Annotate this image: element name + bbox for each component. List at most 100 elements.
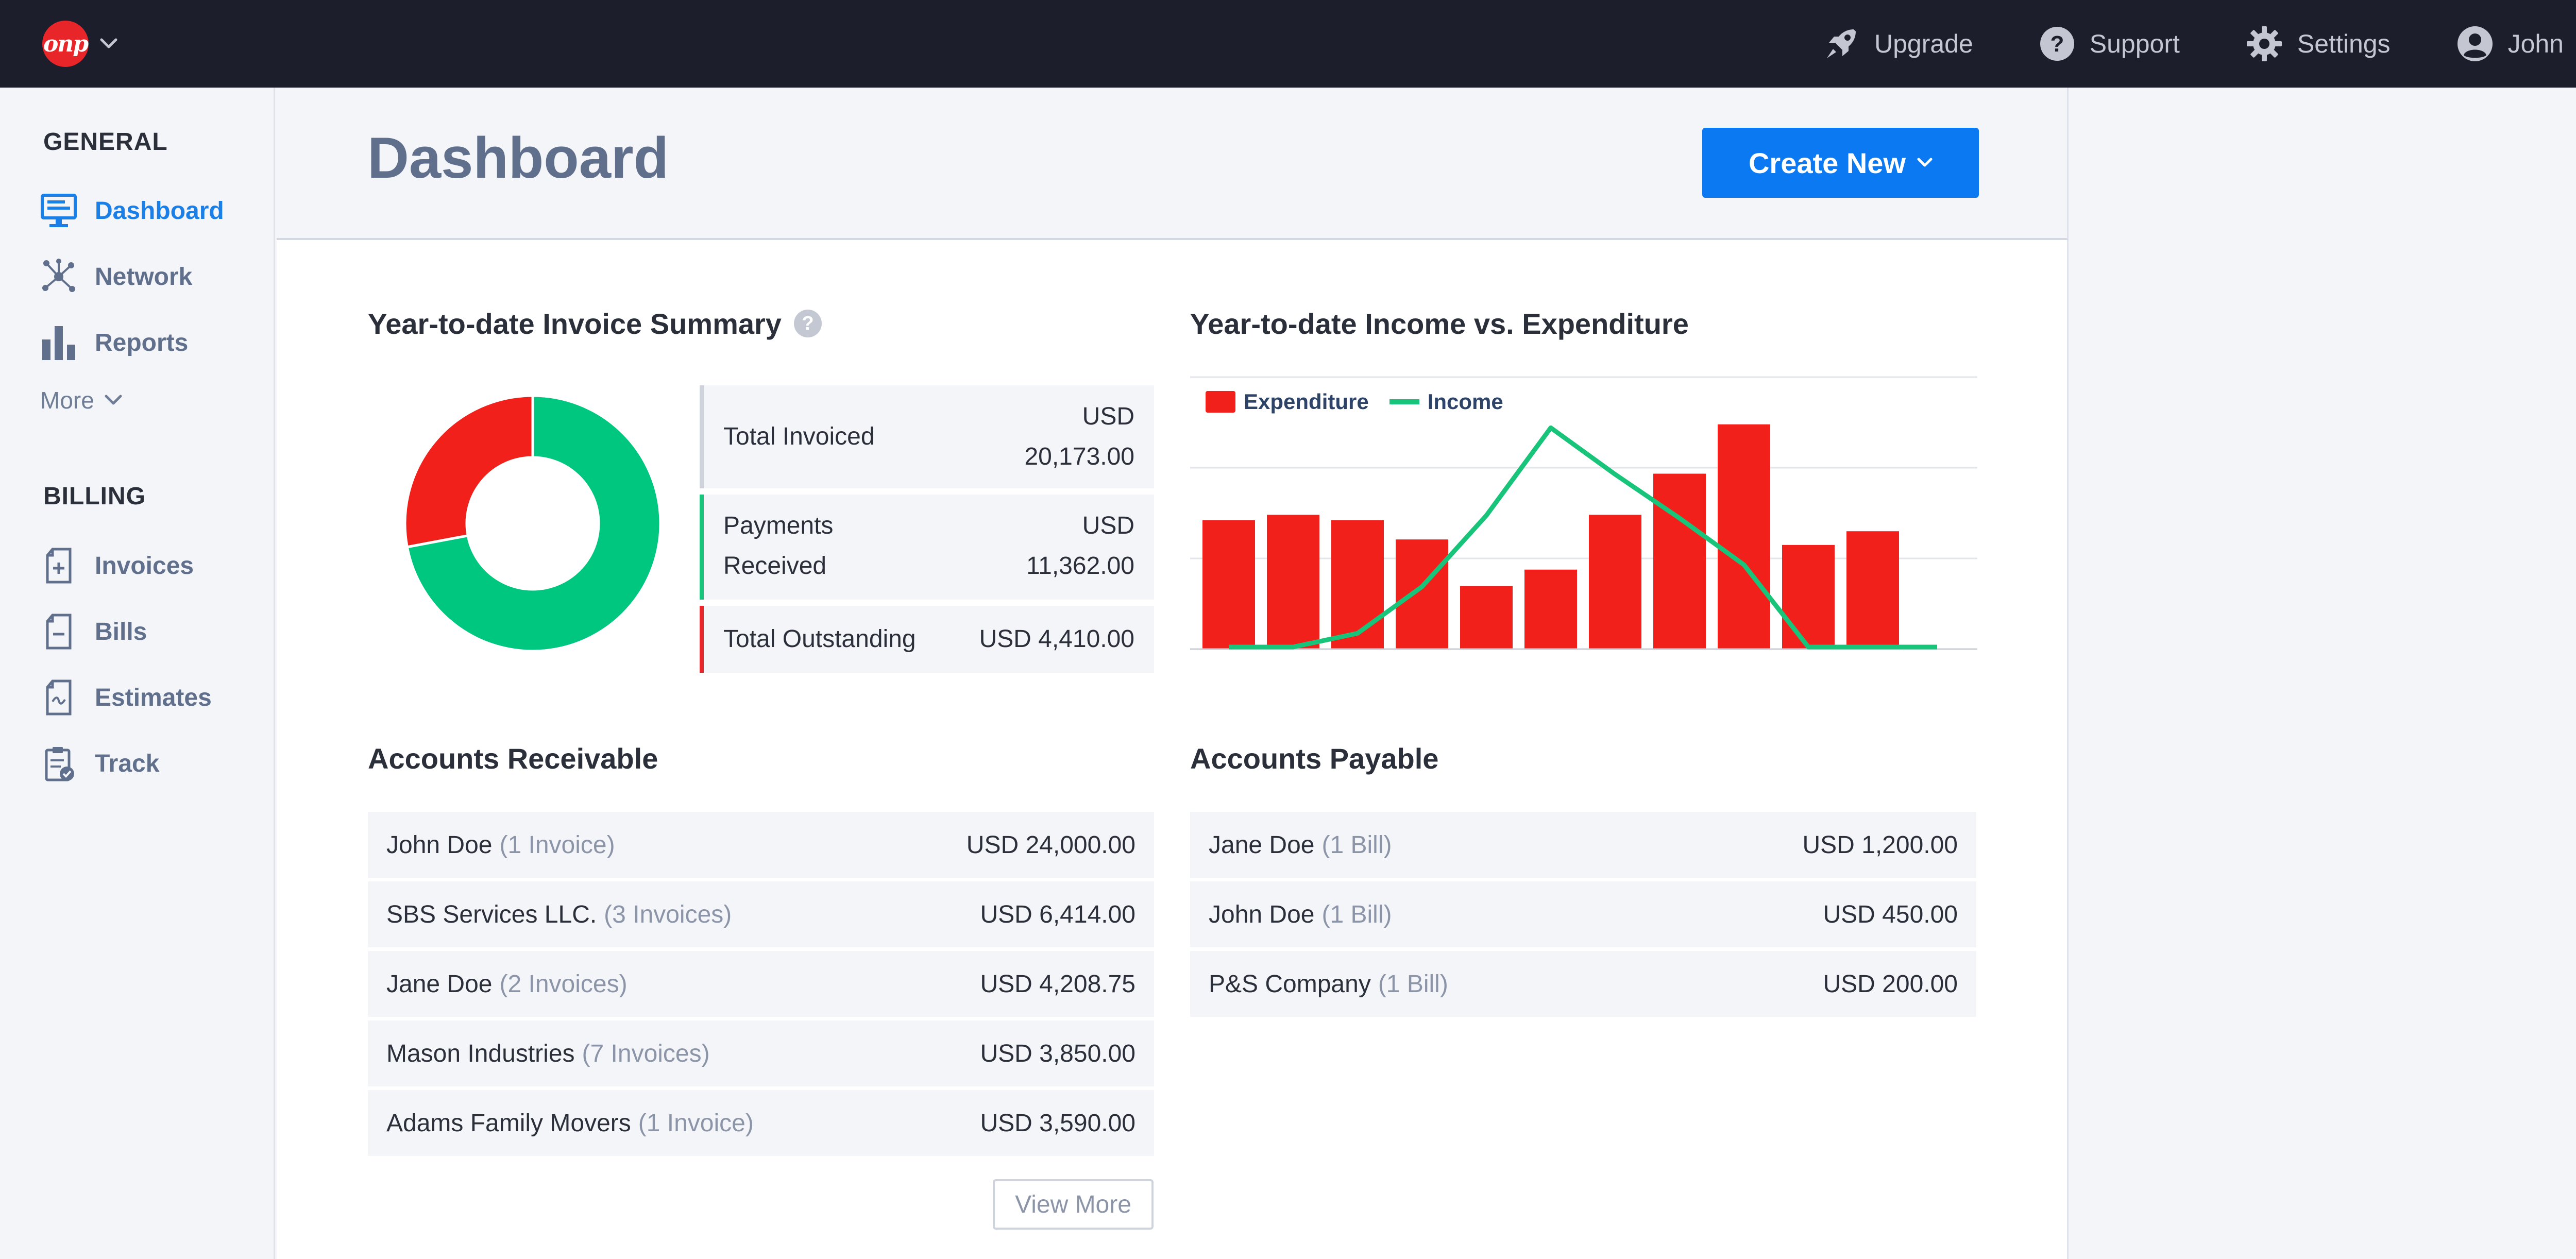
user-name: John xyxy=(2507,29,2564,58)
row-party: Adams Family Movers (1 Invoice) xyxy=(386,1109,754,1137)
sidebar-item-bills[interactable]: Bills xyxy=(40,608,147,655)
row-name: Jane Doe xyxy=(1209,831,1315,859)
row-name: Jane Doe xyxy=(386,970,493,998)
svg-text:?: ? xyxy=(2050,31,2064,57)
row-count: (1 Bill) xyxy=(1378,970,1448,998)
table-row[interactable]: Jane Doe (2 Invoices) USD 4,208.75 xyxy=(368,951,1154,1017)
invoice-summary-title: Year-to-date Invoice Summary ? xyxy=(368,303,822,344)
legend-label-income: Income xyxy=(1427,389,1503,414)
create-new-label: Create New xyxy=(1748,146,1906,179)
support-link[interactable]: ? Support xyxy=(2039,0,2180,88)
rocket-icon xyxy=(1826,29,1856,58)
more-label: More xyxy=(40,387,94,414)
sidebar-item-label: Network xyxy=(95,263,193,291)
sidebar-item-invoices[interactable]: Invoices xyxy=(40,542,194,589)
upgrade-link[interactable]: Upgrade xyxy=(1823,0,1973,88)
bar-expenditure-9 xyxy=(1782,545,1835,649)
row-amount: USD 3,850.00 xyxy=(980,1040,1136,1067)
page-header: Dashboard Create New xyxy=(277,88,2069,240)
user-avatar-icon xyxy=(2457,26,2493,61)
summary-value-currency: USD xyxy=(1082,512,1134,539)
invoice-icon xyxy=(40,547,78,585)
row-party: Jane Doe (2 Invoices) xyxy=(386,970,628,998)
sidebar-item-label: Estimates xyxy=(95,684,212,711)
chevron-down-icon xyxy=(1917,158,1933,167)
sidebar-item-track[interactable]: Track xyxy=(40,740,159,787)
row-count: (2 Invoices) xyxy=(499,970,628,998)
income-expenditure-chart: Expenditure Income xyxy=(1190,375,1977,653)
income-expenditure-svg xyxy=(1190,376,1977,650)
table-row[interactable]: Adams Family Movers (1 Invoice) USD 3,590.… xyxy=(368,1090,1154,1156)
sidebar-item-network[interactable]: Network xyxy=(40,253,192,300)
sidebar-item-reports[interactable]: Reports xyxy=(40,319,188,366)
row-name: Adams Family Movers xyxy=(386,1109,631,1137)
summary-value: USD 4,410.00 xyxy=(979,625,1134,653)
row-amount: USD 24,000.00 xyxy=(966,831,1136,859)
accounts-receivable-title: Accounts Receivable xyxy=(368,742,658,775)
row-amount: USD 450.00 xyxy=(1823,900,1958,928)
sidebar-more-toggle[interactable]: More xyxy=(40,386,122,414)
top-nav: Upgrade ? Support xyxy=(1823,0,2576,88)
sidebar-item-dashboard[interactable]: Dashboard xyxy=(40,188,224,234)
row-name: Mason Industries xyxy=(386,1040,575,1067)
sidebar-item-label: Invoices xyxy=(95,552,194,580)
gear-icon xyxy=(2246,26,2282,61)
settings-label: Settings xyxy=(2297,29,2391,58)
table-row[interactable]: Jane Doe (1 Bill) USD 1,200.00 xyxy=(1190,812,1976,878)
row-count: (1 Invoice) xyxy=(499,831,615,859)
row-name: SBS Services LLC. xyxy=(386,900,597,928)
row-amount: USD 3,590.00 xyxy=(980,1109,1136,1137)
sidebar: GENERAL Dashboard Network Reports More B… xyxy=(0,88,275,1259)
bar-expenditure-10 xyxy=(1846,531,1899,649)
question-circle-icon: ? xyxy=(2040,27,2074,61)
sidebar-heading-general: GENERAL xyxy=(43,128,168,156)
bar-expenditure-1 xyxy=(1267,515,1319,649)
income-expenditure-title: Year-to-date Income vs. Expenditure xyxy=(1190,307,1689,340)
bar-expenditure-0 xyxy=(1202,520,1255,649)
summary-label-line1: Payments xyxy=(723,512,834,539)
bar-expenditure-3 xyxy=(1396,539,1448,649)
summary-value-amount: 20,173.00 xyxy=(1024,443,1134,470)
summary-row-total-invoiced: Total Invoiced USD 20,173.00 xyxy=(700,385,1154,488)
help-icon[interactable]: ? xyxy=(793,310,822,337)
income-line xyxy=(1229,425,1937,650)
summary-value-currency: USD xyxy=(1082,403,1134,430)
row-party: John Doe (1 Bill) xyxy=(1209,900,1392,929)
table-row[interactable]: John Doe (1 Invoice) USD 24,000.00 xyxy=(368,812,1154,878)
table-row[interactable]: John Doe (1 Bill) USD 450.00 xyxy=(1190,881,1976,947)
table-row[interactable]: P&S Company (1 Bill) USD 200.00 xyxy=(1190,951,1976,1017)
upgrade-label: Upgrade xyxy=(1874,29,1973,58)
sidebar-item-label: Track xyxy=(95,750,160,777)
top-bar: onp Upgrade ? Support xyxy=(0,0,2576,88)
row-name: P&S Company xyxy=(1209,970,1371,998)
invoice-summary-title-text: Year-to-date Invoice Summary xyxy=(368,307,782,340)
user-menu[interactable]: John xyxy=(2456,0,2576,88)
row-amount: USD 6,414.00 xyxy=(980,900,1136,928)
bar-expenditure-2 xyxy=(1331,520,1384,649)
summary-row-payments-received: Payments Received USD 11,362.00 xyxy=(700,495,1154,600)
table-row[interactable]: SBS Services LLC. (3 Invoices) USD 6,414.0… xyxy=(368,881,1154,947)
bar-expenditure-4 xyxy=(1460,586,1513,649)
legend-label-expenditure: Expenditure xyxy=(1244,389,1369,414)
summary-label: Total Invoiced xyxy=(723,423,875,450)
row-amount: USD 200.00 xyxy=(1823,970,1958,998)
bar-expenditure-5 xyxy=(1524,569,1577,649)
app-switcher[interactable]: onp xyxy=(42,21,117,67)
row-party: Mason Industries (7 Invoices) xyxy=(386,1040,710,1068)
donut-slice-0 xyxy=(405,394,662,653)
row-name: John Doe xyxy=(1209,900,1315,928)
table-row[interactable]: Mason Industries (7 Invoices) USD 3,850.00 xyxy=(368,1020,1154,1086)
sidebar-item-estimates[interactable]: Estimates xyxy=(40,674,212,721)
network-icon xyxy=(40,258,78,296)
page-title: Dashboard xyxy=(367,126,669,190)
sidebar-item-label: Dashboard xyxy=(95,197,224,225)
create-new-button[interactable]: Create New xyxy=(1702,128,1979,198)
sidebar-item-label: Bills xyxy=(95,618,147,645)
legend-swatch-income xyxy=(1389,399,1419,404)
settings-link[interactable]: Settings xyxy=(2246,0,2391,88)
view-more-button[interactable]: View More xyxy=(993,1179,1154,1230)
bill-icon xyxy=(40,613,78,651)
estimate-icon xyxy=(40,678,78,717)
donut-slice-1 xyxy=(403,394,534,549)
accounts-payable-title: Accounts Payable xyxy=(1190,742,1439,775)
